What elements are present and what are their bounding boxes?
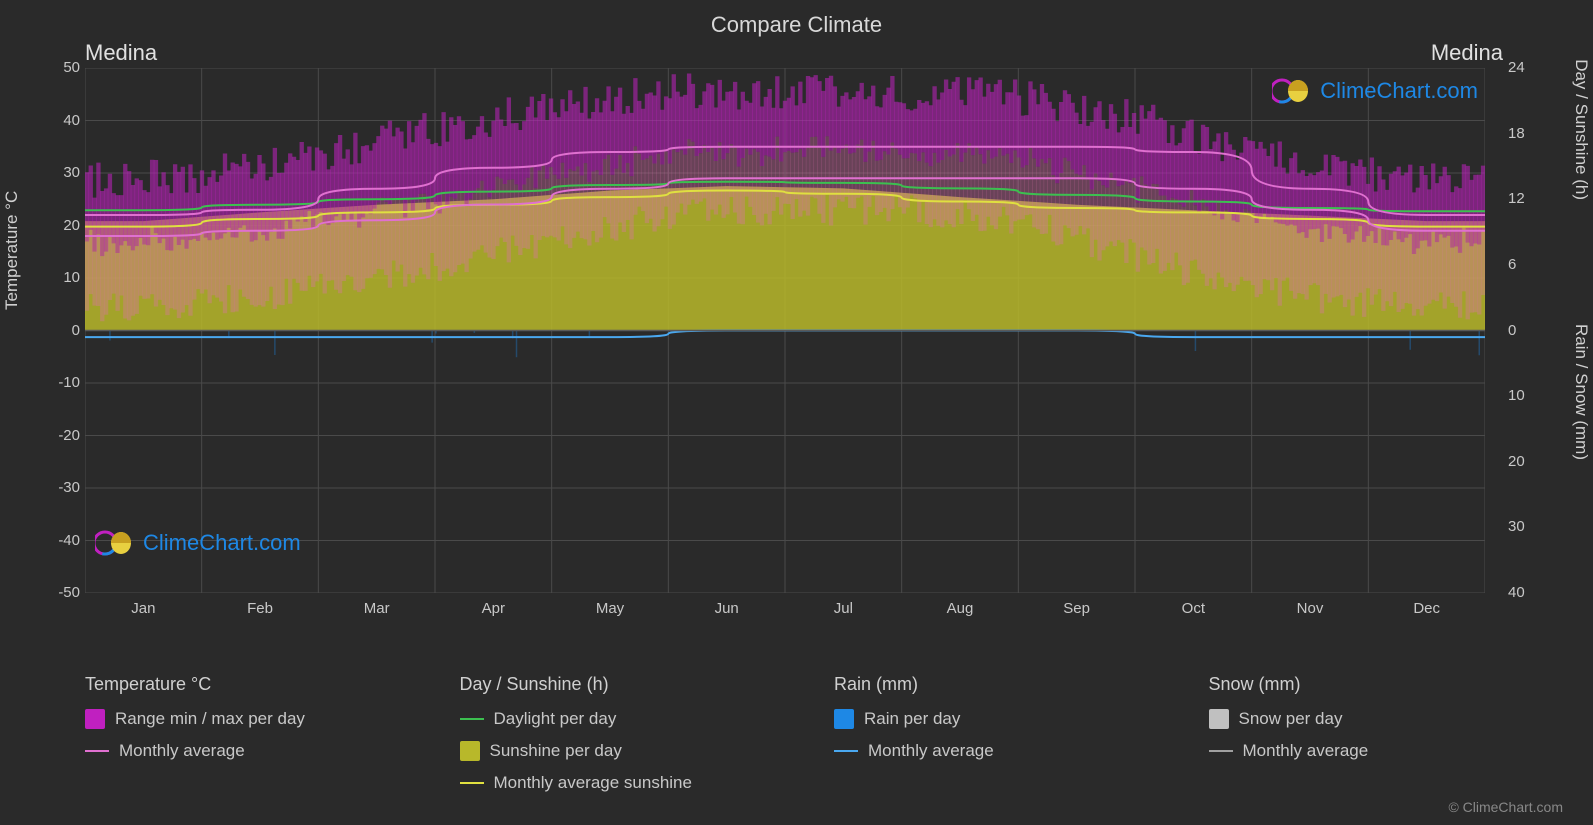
y-axis-right-bottom-label: Rain / Snow (mm) (1571, 324, 1591, 460)
y-axis-right-top-label: Day / Sunshine (h) (1571, 59, 1591, 200)
x-tick-month: Feb (247, 600, 273, 617)
y-tick-left: -30 (50, 479, 80, 496)
logo-icon (1272, 78, 1312, 104)
watermark-bottom: ClimeChart.com (95, 530, 301, 556)
legend-column: Rain (mm) Rain per day Monthly average (834, 674, 1129, 805)
x-tick-month: Sep (1063, 600, 1090, 617)
legend-header: Temperature °C (85, 674, 380, 695)
legend-header: Rain (mm) (834, 674, 1129, 695)
y-tick-left: -50 (50, 584, 80, 601)
y-tick-left: 50 (50, 59, 80, 76)
x-tick-month: May (596, 600, 624, 617)
legend-item: Sunshine per day (460, 741, 755, 761)
watermark-text: ClimeChart.com (143, 530, 301, 556)
watermark-top: ClimeChart.com (1272, 78, 1478, 104)
legend-line-icon (85, 750, 109, 752)
copyright: © ClimeChart.com (1448, 799, 1563, 815)
x-tick-month: Nov (1297, 600, 1324, 617)
legend-header: Day / Sunshine (h) (460, 674, 755, 695)
legend-label: Sunshine per day (490, 741, 622, 761)
location-right: Medina (1431, 40, 1503, 66)
legend-column: Temperature °C Range min / max per day Mon… (85, 674, 380, 805)
x-tick-month: Oct (1182, 600, 1205, 617)
legend-label: Snow per day (1239, 709, 1343, 729)
y-tick-right-sun: 12 (1508, 190, 1538, 207)
legend-label: Daylight per day (494, 709, 617, 729)
x-tick-month: Mar (364, 600, 390, 617)
legend-label: Monthly average (119, 741, 245, 761)
y-axis-left-label: Temperature °C (2, 191, 22, 310)
legend-swatch-icon (460, 741, 480, 761)
legend-item: Monthly average (85, 741, 380, 761)
legend-label: Range min / max per day (115, 709, 305, 729)
y-tick-right-rain: 40 (1508, 584, 1538, 601)
legend-item: Rain per day (834, 709, 1129, 729)
y-tick-right-sun: 0 (1508, 322, 1538, 339)
legend-line-icon (1209, 750, 1233, 752)
x-tick-month: Jul (834, 600, 853, 617)
legend-line-icon (834, 750, 858, 752)
x-tick-month: Dec (1413, 600, 1440, 617)
legend-item: Daylight per day (460, 709, 755, 729)
y-tick-right-sun: 6 (1508, 256, 1538, 273)
legend-item: Range min / max per day (85, 709, 380, 729)
legend-item: Snow per day (1209, 709, 1504, 729)
y-tick-right-rain: 30 (1508, 518, 1538, 535)
legend-label: Monthly average sunshine (494, 773, 692, 793)
legend-swatch-icon (834, 709, 854, 729)
y-tick-left: -20 (50, 427, 80, 444)
y-tick-left: 30 (50, 164, 80, 181)
legend-column: Day / Sunshine (h) Daylight per day Sunshi… (460, 674, 755, 805)
legend-label: Rain per day (864, 709, 960, 729)
legend: Temperature °C Range min / max per day Mon… (85, 674, 1503, 805)
plot-svg (85, 68, 1485, 593)
location-left: Medina (85, 40, 157, 66)
y-tick-left: 10 (50, 269, 80, 286)
y-tick-right-sun: 18 (1508, 125, 1538, 142)
x-tick-month: Aug (947, 600, 974, 617)
legend-item: Monthly average (834, 741, 1129, 761)
x-tick-month: Jun (715, 600, 739, 617)
legend-label: Monthly average (868, 741, 994, 761)
legend-column: Snow (mm) Snow per day Monthly average (1209, 674, 1504, 805)
legend-item: Monthly average sunshine (460, 773, 755, 793)
y-tick-left: -40 (50, 532, 80, 549)
legend-line-icon (460, 718, 484, 720)
climate-chart: Compare Climate Medina Medina Temperatur… (0, 0, 1593, 825)
chart-title: Compare Climate (0, 12, 1593, 38)
y-tick-left: 40 (50, 112, 80, 129)
logo-icon (95, 530, 135, 556)
y-tick-left: -10 (50, 374, 80, 391)
y-tick-right-rain: 10 (1508, 387, 1538, 404)
y-tick-left: 0 (50, 322, 80, 339)
y-tick-right-sun: 24 (1508, 59, 1538, 76)
x-tick-month: Jan (131, 600, 155, 617)
watermark-text: ClimeChart.com (1320, 78, 1478, 104)
legend-line-icon (460, 782, 484, 784)
y-tick-left: 20 (50, 217, 80, 234)
legend-item: Monthly average (1209, 741, 1504, 761)
legend-label: Monthly average (1243, 741, 1369, 761)
y-tick-right-rain: 20 (1508, 453, 1538, 470)
legend-header: Snow (mm) (1209, 674, 1504, 695)
legend-swatch-icon (85, 709, 105, 729)
legend-swatch-icon (1209, 709, 1229, 729)
x-tick-month: Apr (482, 600, 505, 617)
